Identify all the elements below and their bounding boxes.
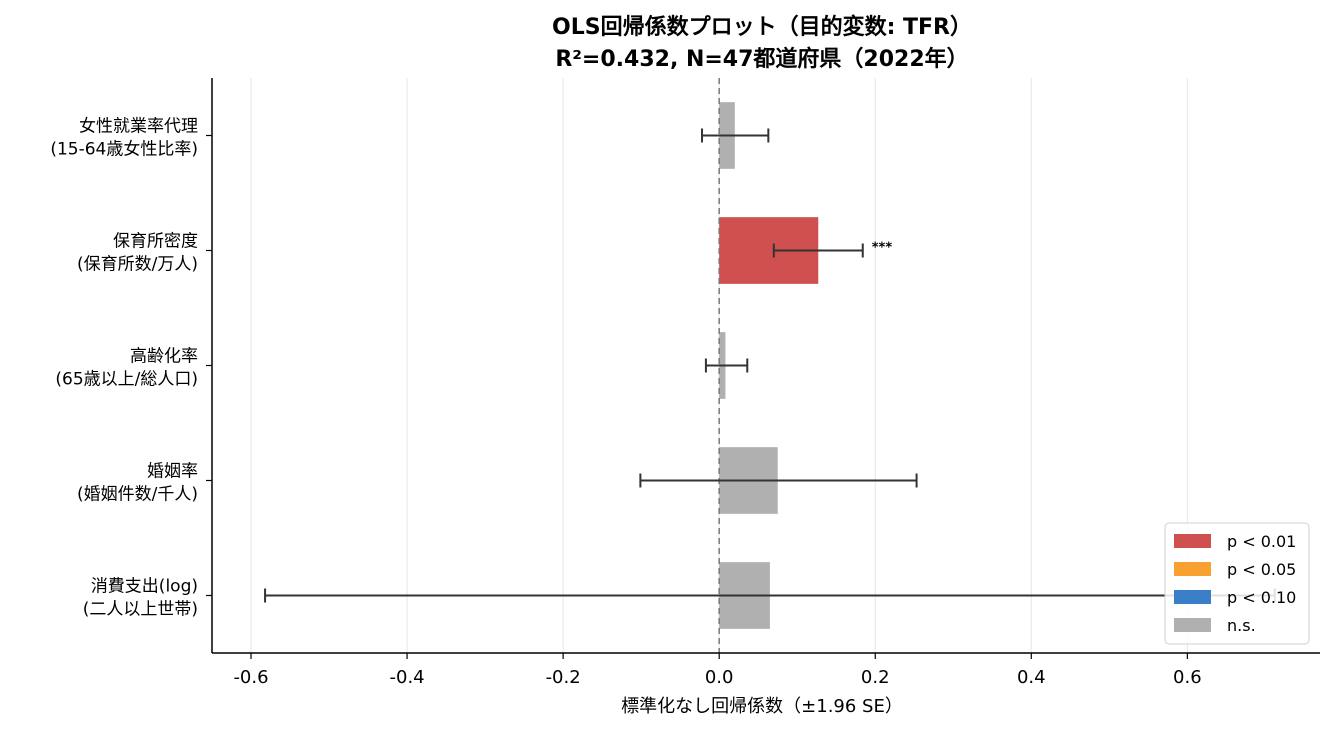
category-label-3: 婚姻率 (147, 462, 198, 482)
error-bars: *** (264, 128, 1276, 603)
category-sublabel-2: (65歳以上/総人口) (55, 370, 198, 390)
legend: p < 0.01 p < 0.05 p < 0.10 n.s. (1164, 522, 1310, 645)
category-label-2: 高齢化率 (130, 347, 198, 367)
error-bar-1: *** (772, 241, 893, 258)
category-sublabel-0: (15-64歳女性比率) (50, 140, 198, 160)
category-label-0: 女性就業率代理 (79, 117, 198, 137)
legend-swatch-ns (1174, 618, 1211, 632)
legend-label-ns: n.s. (1227, 616, 1256, 635)
y-ticks: 女性就業率代理 (15-64歳女性比率) 保育所密度 (保育所数/万人) 高齢化率 (65… (50, 117, 212, 620)
error-bar-3 (639, 473, 918, 488)
x-tick-label-2: -0.2 (546, 667, 581, 688)
error-bar-2 (704, 358, 749, 373)
x-tick-label-0: -0.6 (233, 667, 268, 688)
legend-label-p10: p < 0.10 (1227, 588, 1296, 607)
legend-label-p01: p < 0.01 (1227, 532, 1296, 551)
x-tick-label-1: -0.4 (390, 667, 425, 688)
category-sublabel-3: (婚姻件数/千人) (77, 485, 198, 505)
category-label-4: 消費支出(log) (91, 577, 198, 597)
category-sublabel-4: (二人以上世帯) (83, 600, 198, 620)
legend-label-p05: p < 0.05 (1227, 560, 1296, 579)
x-tick-label-6: 0.6 (1173, 667, 1202, 688)
chart-subtitle: R²=0.432, N=47都道府県（2022年） (555, 46, 968, 72)
legend-swatch-p01 (1174, 534, 1211, 548)
category-sublabel-1: (保育所数/万人) (77, 255, 198, 275)
x-tick-label-3: 0.0 (705, 667, 734, 688)
legend-swatch-p10 (1174, 590, 1211, 604)
x-ticks: -0.6 -0.4 -0.2 0.0 0.2 0.4 0.6 (233, 653, 1202, 688)
legend-swatch-p05 (1174, 562, 1211, 576)
x-tick-label-5: 0.4 (1017, 667, 1046, 688)
x-tick-label-4: 0.2 (861, 667, 890, 688)
legend-frame (1164, 522, 1310, 645)
x-axis-label: 標準化なし回帰係数（±1.96 SE） (621, 696, 903, 717)
category-label-1: 保育所密度 (113, 232, 198, 252)
significance-label-1: *** (872, 241, 893, 256)
error-bar-0 (701, 128, 770, 143)
chart-title: OLS回帰係数プロット（目的変数: TFR） (552, 14, 972, 40)
